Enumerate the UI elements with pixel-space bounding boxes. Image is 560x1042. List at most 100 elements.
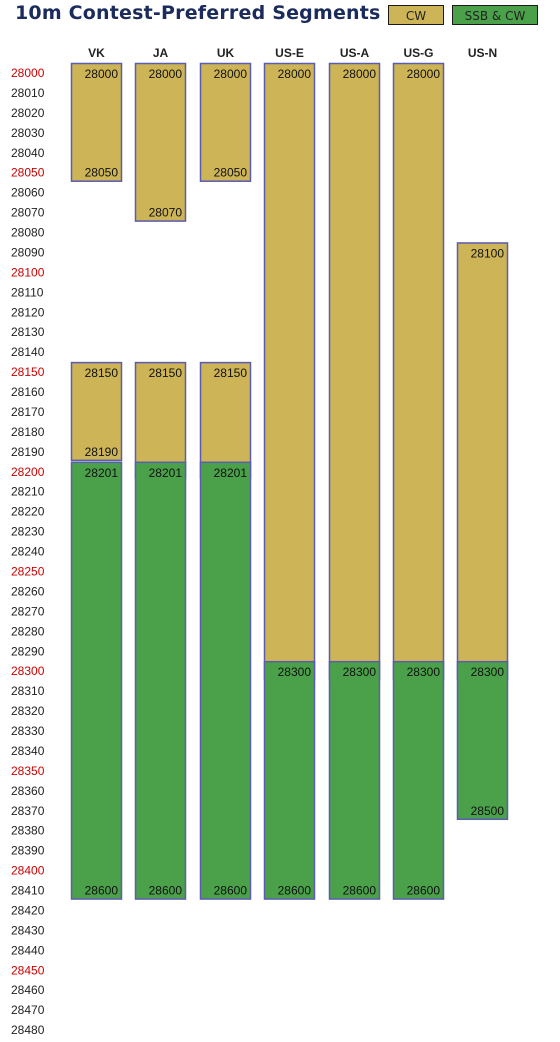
y-tick-label: 28140 (11, 345, 45, 359)
segment-start-label: 28150 (149, 366, 183, 380)
segment-start-label: 28000 (149, 67, 183, 81)
chart-title: 10m Contest-Preferred Segments (15, 2, 381, 24)
segment-bar (263, 660, 316, 900)
segment-bar (70, 461, 123, 900)
segment-bar (328, 660, 381, 900)
segment-bar (70, 361, 123, 462)
segment-bar (134, 62, 187, 222)
segment-start-label: 28000 (407, 67, 441, 81)
column-header: JA (153, 46, 169, 60)
segment-start-label: 28201 (149, 466, 183, 480)
segment-bar (70, 62, 123, 182)
y-tick-label: 28450 (11, 963, 45, 977)
y-tick-label: 28100 (11, 265, 45, 279)
y-tick-label: 28210 (11, 485, 45, 499)
segment-bar (134, 361, 187, 480)
column-header: VK (88, 46, 105, 60)
y-tick-label: 28420 (11, 903, 45, 917)
y-tick-label: 28070 (11, 206, 45, 220)
legend-ssb-cw: SSB & CW (452, 5, 538, 25)
segment-start-label: 28300 (343, 665, 377, 679)
y-tick-label: 28050 (11, 166, 45, 180)
y-tick-label: 28470 (11, 1003, 45, 1017)
y-tick-label: 28190 (11, 445, 45, 459)
column-header: US-E (275, 46, 304, 60)
y-tick-label: 28240 (11, 545, 45, 559)
segment-start-label: 28000 (85, 67, 119, 81)
segment-end-label: 28600 (407, 884, 441, 898)
segment-start-label: 28300 (278, 665, 312, 679)
y-tick-label: 28220 (11, 505, 45, 519)
segment-bar (134, 461, 187, 900)
y-tick-label: 28030 (11, 126, 45, 140)
segment-start-label: 28000 (214, 67, 248, 81)
column-header: US-G (404, 46, 434, 60)
segment-end-label: 28600 (149, 884, 183, 898)
segment-bar (392, 660, 445, 900)
y-tick-label: 28410 (11, 884, 45, 898)
y-tick-label: 28250 (11, 565, 45, 579)
segment-bar (199, 361, 252, 480)
y-tick-label: 28080 (11, 226, 45, 240)
y-tick-label: 28200 (11, 465, 45, 479)
y-tick-label: 28090 (11, 245, 45, 259)
segment-start-label: 28150 (214, 366, 248, 380)
segment-start-label: 28201 (214, 466, 248, 480)
y-tick-label: 28060 (11, 186, 45, 200)
segment-end-label: 28600 (343, 884, 377, 898)
y-tick-label: 28400 (11, 864, 45, 878)
legend-cw-label: CW (405, 9, 427, 23)
segment-end-label: 28600 (214, 884, 248, 898)
segment-start-label: 28000 (343, 67, 377, 81)
y-tick-label: 28290 (11, 644, 45, 658)
y-tick-label: 28330 (11, 724, 45, 738)
segment-bar (199, 62, 252, 182)
y-tick-label: 28280 (11, 624, 45, 638)
y-tick-label: 28160 (11, 385, 45, 399)
y-tick-label: 28180 (11, 425, 45, 439)
y-tick-label: 28350 (11, 764, 45, 778)
segment-bar (392, 62, 445, 681)
segment-end-label: 28070 (149, 206, 183, 220)
segment-end-label: 28050 (85, 166, 119, 180)
segment-start-label: 28300 (471, 665, 505, 679)
y-tick-label: 28230 (11, 525, 45, 539)
legend-cw: CW (388, 5, 444, 25)
segment-start-label: 28201 (85, 466, 119, 480)
column-header: US-N (468, 46, 497, 60)
y-tick-label: 28110 (11, 285, 44, 299)
segment-start-label: 28300 (407, 665, 441, 679)
segment-end-label: 28500 (471, 804, 505, 818)
y-tick-label: 28000 (11, 66, 45, 80)
y-tick-label: 28260 (11, 584, 45, 598)
y-tick-label: 28270 (11, 604, 45, 618)
y-tick-label: 28120 (11, 305, 45, 319)
y-tick-label: 28380 (11, 824, 45, 838)
column-header: US-A (340, 46, 370, 60)
y-tick-label: 28040 (11, 146, 45, 160)
y-tick-label: 28440 (11, 943, 45, 957)
segment-bar (456, 242, 509, 681)
segment-start-label: 28100 (471, 246, 505, 260)
y-tick-label: 28170 (11, 405, 45, 419)
segment-bar (456, 660, 509, 821)
legend-ssb-cw-label: SSB & CW (464, 9, 526, 23)
y-tick-label: 28020 (11, 106, 45, 120)
y-tick-label: 28300 (11, 664, 45, 678)
segment-end-label: 28050 (214, 166, 248, 180)
segment-bar (199, 461, 252, 900)
y-tick-label: 28480 (11, 1023, 45, 1037)
y-tick-label: 28360 (11, 784, 45, 798)
segment-bar (328, 62, 381, 681)
segment-start-label: 28000 (278, 67, 312, 81)
y-tick-label: 28310 (11, 684, 45, 698)
y-tick-label: 28150 (11, 365, 45, 379)
segment-end-label: 28600 (278, 884, 312, 898)
y-tick-label: 28130 (11, 325, 45, 339)
y-tick-label: 28430 (11, 923, 45, 937)
y-tick-label: 28340 (11, 744, 45, 758)
y-tick-label: 28320 (11, 704, 45, 718)
segment-start-label: 28150 (85, 366, 119, 380)
y-tick-label: 28010 (11, 86, 45, 100)
